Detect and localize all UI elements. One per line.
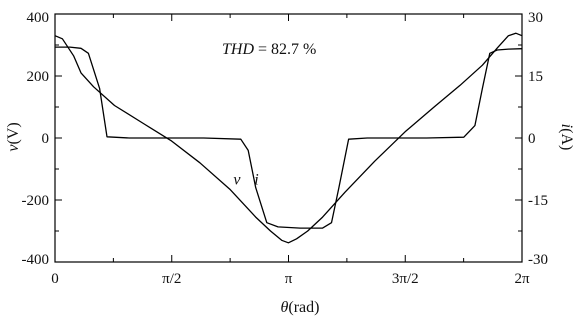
- thd-annotation: THD = 82.7 %: [222, 41, 316, 58]
- series-label-i: i: [254, 172, 258, 189]
- x-tick-label: π: [285, 271, 293, 287]
- y-left-tick-label: -400: [22, 252, 50, 268]
- y-right-tick-label: 30: [528, 10, 543, 26]
- x-axis-label: θ(rad): [281, 299, 320, 316]
- x-tick-label: π/2: [162, 271, 181, 287]
- y-left-tick-label: 400: [27, 10, 50, 26]
- x-tick-label: 2π: [514, 271, 530, 287]
- thd-annotation-suffix: = 82.7 %: [254, 41, 316, 58]
- y-right-tick-label: -15: [528, 193, 548, 209]
- thd-annotation-prefix: THD: [222, 41, 254, 58]
- y-right-tick-label: -30: [528, 252, 548, 268]
- y-right-tick-label: 0: [528, 131, 536, 147]
- y-axis-left-label-symbol: v: [5, 144, 22, 152]
- y-axis-right-label: i(A): [558, 124, 575, 151]
- x-tick-label: 3π/2: [392, 271, 419, 287]
- tick-labels: 0 π/2 π 3π/2 2π 400 200 0 -200 -400 30 15 0 -15 -30: [22, 10, 549, 287]
- y-right-tick-label: 15: [528, 69, 543, 85]
- axis-ticks: [54, 13, 523, 263]
- y-left-tick-label: -200: [22, 193, 50, 209]
- x-tick-label: 0: [51, 271, 59, 287]
- series-layer: [54, 32, 523, 244]
- series-label-v: v: [233, 172, 241, 189]
- y-left-tick-label: 0: [42, 131, 50, 147]
- y-left-tick-label: 200: [27, 69, 50, 85]
- x-axis-label-unit: (rad): [288, 299, 319, 316]
- x-axis-label-symbol: θ: [281, 299, 289, 316]
- y-axis-right-label-unit: (A): [558, 128, 575, 150]
- series-i-line: [55, 46, 523, 229]
- y-axis-right-label-symbol: i: [558, 124, 575, 128]
- y-axis-left-label: v(V): [5, 122, 22, 151]
- y-axis-left-label-unit: (V): [5, 122, 22, 144]
